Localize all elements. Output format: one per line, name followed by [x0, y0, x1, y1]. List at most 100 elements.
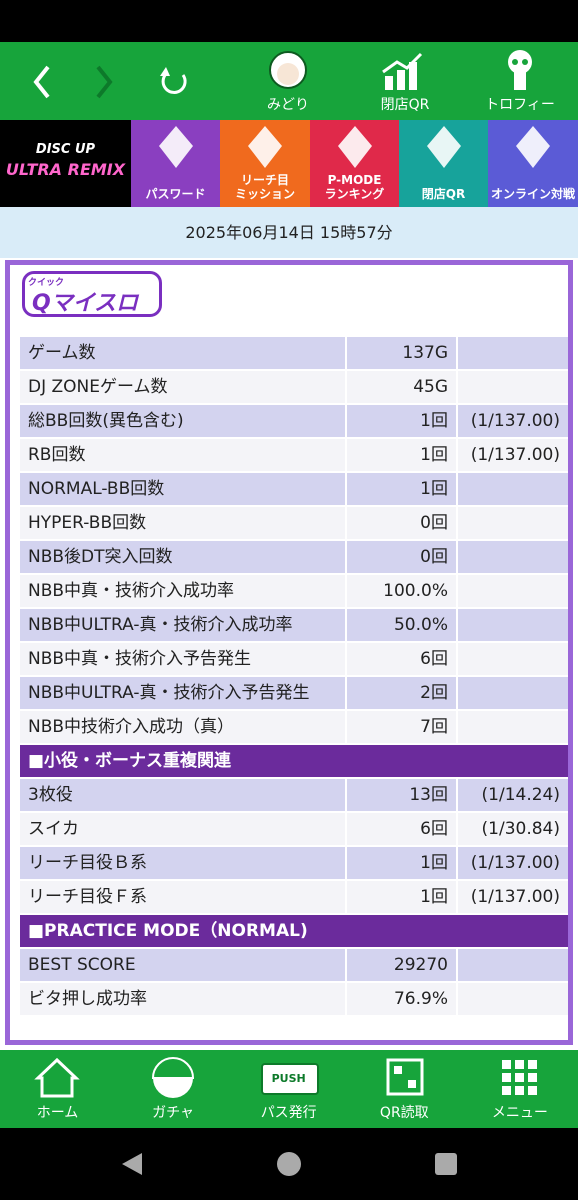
sys-home[interactable]: [277, 1152, 301, 1176]
stat-value: 76.9%: [345, 983, 458, 1015]
section-header: ■小役・ボーナス重複関連: [20, 745, 568, 777]
data-panel: クイック Qマイスロ ゲーム数 137G DJ ZONEゲーム数 45G 総BB回数(異…: [5, 260, 573, 1045]
stat-ratio: (1/137.00): [458, 881, 568, 913]
nav-label: 閉店QR: [380, 97, 430, 113]
menu-label-line: ミッション: [234, 187, 295, 201]
stat-label: ゲーム数: [20, 337, 346, 369]
stat-value: 137G: [345, 337, 458, 369]
stat-label: NBB後DT突入回数: [20, 541, 346, 573]
stat-row: リーチ目役Ｂ系 1回 (1/137.00): [20, 847, 568, 879]
menu-label-line: ランキング: [324, 187, 385, 201]
stat-value: 2回: [345, 677, 458, 709]
system-nav: [0, 1128, 578, 1200]
stat-ratio: [458, 507, 568, 539]
stat-row: DJ ZONEゲーム数 45G: [20, 371, 568, 403]
stat-label: RB回数: [20, 439, 346, 471]
stat-row: 3枚役 13回 (1/14.24): [20, 779, 568, 811]
stat-value: 0回: [345, 507, 458, 539]
stat-ratio: [458, 337, 568, 369]
stat-value: 1回: [345, 439, 458, 471]
stat-label: NBB中技術介入成功（真）: [20, 711, 346, 743]
menu-tile[interactable]: オンライン対戦: [488, 120, 578, 207]
midori-icon: [269, 51, 307, 89]
stat-row: ビタ押し成功率 76.9%: [20, 983, 568, 1015]
stat-label: NBB中ULTRA-真・技術介入成功率: [20, 609, 346, 641]
stat-value: 100.0%: [345, 575, 458, 607]
back-button[interactable]: [33, 65, 50, 99]
forward-button[interactable]: [96, 65, 113, 99]
bottom-icon: [34, 1057, 80, 1098]
stat-value: 29270: [345, 949, 458, 981]
bottom-nav-item[interactable]: QR読取: [347, 1050, 462, 1128]
qr-icon: [382, 52, 423, 90]
bottom-nav-item[interactable]: メニュー: [462, 1050, 577, 1128]
stat-ratio: (1/137.00): [458, 405, 568, 437]
date-bar: 2025年06月14日 15時57分: [0, 207, 578, 258]
stat-label: ビタ押し成功率: [20, 983, 346, 1015]
menu-label: リーチ目 ミッション: [220, 173, 310, 201]
stat-value: 7回: [345, 711, 458, 743]
stat-ratio: [458, 541, 568, 573]
bottom-nav-item[interactable]: PUSH パス発行: [231, 1050, 346, 1128]
menu-icon: [159, 126, 193, 168]
menu-icon: [516, 126, 550, 168]
nav-trophy[interactable]: トロフィー: [470, 42, 570, 120]
bottom-nav-label: メニュー: [491, 1105, 548, 1121]
menu-tile[interactable]: パスワード: [131, 120, 220, 207]
bottom-nav-item[interactable]: ホーム: [0, 1050, 115, 1128]
stat-label: リーチ目役Ｆ系: [20, 881, 346, 913]
stat-ratio: (1/30.84): [458, 813, 568, 845]
nav-icons: [33, 65, 187, 99]
stat-ratio: [458, 643, 568, 675]
section-header: ■PRACTICE MODE（NORMAL): [20, 915, 568, 947]
logo-small: クイック: [28, 278, 65, 288]
stat-row: スイカ 6回 (1/30.84): [20, 813, 568, 845]
game-logo[interactable]: DISC UP ULTRA REMIX: [0, 120, 131, 207]
stats-table: ゲーム数 137G DJ ZONEゲーム数 45G 総BB回数(異色含む) 1回 (1/13…: [20, 335, 568, 1017]
stat-label: NORMAL-BB回数: [20, 473, 346, 505]
stat-value: 0回: [345, 541, 458, 573]
stat-row: ゲーム数 137G: [20, 337, 568, 369]
menu-label-line: オンライン対戦: [490, 187, 575, 201]
stat-row: RB回数 1回 (1/137.00): [20, 439, 568, 471]
bottom-nav-label: ホーム: [36, 1105, 79, 1121]
stat-label: HYPER-BB回数: [20, 507, 346, 539]
stat-row: NBB中ULTRA-真・技術介入予告発生 2回: [20, 677, 568, 709]
nav-label: トロフィー: [485, 97, 555, 113]
stat-label: リーチ目役Ｂ系: [20, 847, 346, 879]
sys-recent[interactable]: [435, 1153, 457, 1175]
stat-value: 50.0%: [345, 609, 458, 641]
reload-button[interactable]: [161, 72, 187, 94]
stat-row: NBB中真・技術介入予告発生 6回: [20, 643, 568, 675]
bottom-nav: ホーム ガチャ PUSH パス発行 QR読取 メニュー: [0, 1050, 578, 1128]
bottom-icon: [261, 1063, 320, 1095]
status-bar: [0, 0, 578, 42]
bottom-nav-label: ガチャ: [152, 1105, 195, 1121]
stat-ratio: [458, 371, 568, 403]
bottom-nav-item[interactable]: ガチャ: [116, 1050, 231, 1128]
bottom-icon: [151, 1057, 194, 1098]
bottom-icon: [502, 1060, 538, 1095]
stat-row: リーチ目役Ｆ系 1回 (1/137.00): [20, 881, 568, 913]
stat-ratio: [458, 677, 568, 709]
menu-label-line: 閉店QR: [421, 187, 466, 201]
stat-row: NBB中技術介入成功（真） 7回: [20, 711, 568, 743]
sys-back[interactable]: [122, 1153, 142, 1175]
menu-row: DISC UP ULTRA REMIX パスワード リーチ目 ミッション P-MODE…: [0, 120, 578, 207]
system-buttons: [122, 1152, 457, 1176]
stat-ratio: [458, 609, 568, 641]
logo-text: Qマイスロ: [32, 291, 139, 316]
stat-value: 13回: [345, 779, 458, 811]
menu-tile[interactable]: 閉店QR: [399, 120, 488, 207]
menu-tile[interactable]: P-MODE ランキング: [310, 120, 399, 207]
stat-row: BEST SCORE 29270: [20, 949, 568, 981]
menu-icon: [338, 126, 372, 168]
stat-value: 1回: [345, 881, 458, 913]
nav-midori[interactable]: みどり: [238, 42, 338, 120]
menu-tile[interactable]: リーチ目 ミッション: [220, 120, 310, 207]
nav-close-qr[interactable]: 閉店QR: [355, 42, 455, 120]
bottom-nav-label: パス発行: [260, 1105, 317, 1121]
bottom-icon: [386, 1058, 424, 1096]
menu-label: 閉店QR: [399, 187, 488, 201]
